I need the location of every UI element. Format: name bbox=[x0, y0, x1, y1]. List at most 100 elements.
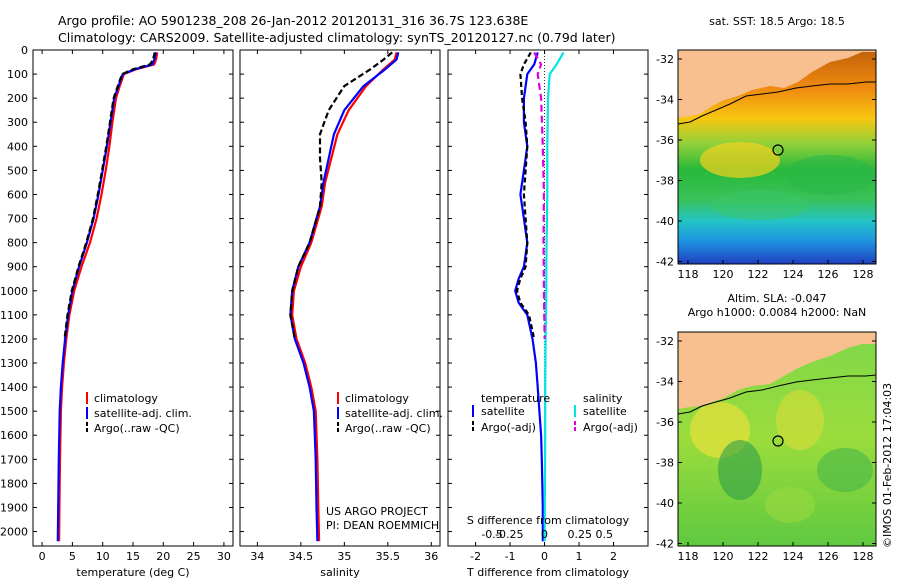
depth-tick-label: 400 bbox=[7, 140, 28, 153]
legend-heading-salinity: salinity bbox=[583, 392, 623, 405]
difference-xlabel-top: S difference from climatology bbox=[467, 514, 630, 527]
series-line-argo-raw-qc- bbox=[289, 51, 393, 340]
x-tick-label: 15 bbox=[126, 550, 140, 563]
map-y-tick-label: -36 bbox=[656, 134, 674, 147]
x-tick-label: 2 bbox=[610, 550, 617, 563]
difference-panel bbox=[447, 49, 649, 547]
x-tick-label-top: 0.5 bbox=[595, 528, 613, 541]
map-y-tick-label: -36 bbox=[656, 416, 674, 429]
series-line-climatology bbox=[291, 52, 398, 542]
imos-watermark: ©IMOS 01-Feb-2012 17:04:03 bbox=[881, 383, 894, 548]
map-x-tick-label: 122 bbox=[748, 268, 769, 281]
salinity-legend: climatology satellite-adj. clim. Argo(..… bbox=[337, 392, 443, 435]
land-mass bbox=[678, 50, 876, 118]
map-x-tick-label: 128 bbox=[853, 268, 874, 281]
depth-tick-label: 1700 bbox=[0, 453, 28, 466]
difference-x-ticks: -2 -1 0 1 2 bbox=[470, 50, 617, 563]
depth-tick-label: 800 bbox=[7, 237, 28, 250]
sla-map-ticks: -32 -34 -36 -38 -40 -42 118 120 122 124 126 128 bbox=[656, 335, 876, 563]
depth-tick-label: 1800 bbox=[0, 477, 28, 490]
map-y-tick-label: -32 bbox=[656, 53, 674, 66]
depth-axis: 0 100 200 300 400 500 600 700 800 900 1000 1100 1200… bbox=[0, 44, 648, 539]
x-tick-label-top: 0.25 bbox=[568, 528, 593, 541]
title-line-2: Climatology: CARS2009. Satellite-adjuste… bbox=[58, 30, 615, 45]
salinity-panel bbox=[239, 49, 441, 547]
map-y-tick-label: -42 bbox=[656, 256, 674, 269]
map-x-tick-label: 122 bbox=[748, 550, 769, 563]
map-x-tick-label: 118 bbox=[678, 268, 699, 281]
difference-xlabel: T difference from climatology bbox=[466, 566, 629, 579]
series-line-climatology bbox=[58, 52, 159, 542]
legend-label: satellite-adj. clim. bbox=[94, 407, 192, 420]
sst-map bbox=[678, 50, 876, 264]
x-tick-label: 1 bbox=[576, 550, 583, 563]
depth-tick-label: 0 bbox=[21, 44, 28, 57]
x-tick-label: 35 bbox=[337, 550, 351, 563]
x-tick-label-top: -0.25 bbox=[495, 528, 523, 541]
depth-tick-label: 500 bbox=[7, 164, 28, 177]
map-y-tick-label: -34 bbox=[656, 94, 674, 107]
legend-label: Argo(-adj) bbox=[481, 421, 536, 434]
sla-map-frame bbox=[677, 331, 877, 547]
x-tick-label: 10 bbox=[96, 550, 110, 563]
legend-label: satellite-adj. clim. bbox=[345, 407, 443, 420]
legend-heading-temperature: temperature bbox=[481, 392, 550, 405]
x-tick-label: 36 bbox=[424, 550, 438, 563]
depth-tick-label: 1300 bbox=[0, 357, 28, 370]
x-tick-label: 34 bbox=[250, 550, 264, 563]
legend-label: satellite bbox=[481, 405, 525, 418]
depth-tick-label: 200 bbox=[7, 92, 28, 105]
map-x-tick-label: 124 bbox=[783, 550, 804, 563]
sla-patch bbox=[817, 448, 873, 492]
sla-patch bbox=[718, 440, 762, 500]
x-tick-label-top: -0.5 bbox=[481, 528, 502, 541]
depth-tick-label: 100 bbox=[7, 68, 28, 81]
sst-map-frame bbox=[677, 49, 877, 265]
series-line-satellite-adj-clim- bbox=[289, 52, 400, 542]
map-x-tick-label: 120 bbox=[713, 268, 734, 281]
depth-contour bbox=[678, 81, 876, 125]
depth-tick-label: 900 bbox=[7, 261, 28, 274]
sst-patch bbox=[785, 155, 875, 195]
temperature-x-ticks: 0 5 10 15 20 25 30 bbox=[39, 50, 231, 563]
float-location-marker bbox=[772, 435, 784, 447]
x-tick-label-top: 0 bbox=[541, 528, 548, 541]
temperature-panel bbox=[32, 49, 234, 547]
map-y-tick-label: -38 bbox=[656, 175, 674, 188]
map-x-tick-label: 126 bbox=[818, 550, 839, 563]
map-y-tick-label: -40 bbox=[656, 497, 674, 510]
title-line-1: Argo profile: AO 5901238_208 26-Jan-2012… bbox=[58, 13, 528, 28]
x-tick-label: 20 bbox=[156, 550, 170, 563]
depth-tick-label: 1100 bbox=[0, 309, 28, 322]
salinity-x-ticks: 34 34.5 35 35.5 36 bbox=[250, 50, 438, 563]
depth-tick-label: 1900 bbox=[0, 501, 28, 514]
map-y-tick-label: -34 bbox=[656, 376, 674, 389]
legend-label: climatology bbox=[94, 392, 158, 405]
legend-label: climatology bbox=[345, 392, 409, 405]
legend-label: Argo(..raw -QC) bbox=[94, 422, 180, 435]
map-x-tick-label: 124 bbox=[783, 268, 804, 281]
depth-tick-label: 700 bbox=[7, 213, 28, 226]
map-x-tick-label: 118 bbox=[678, 550, 699, 563]
x-tick-label: 35.5 bbox=[376, 550, 401, 563]
map-y-tick-label: -40 bbox=[656, 215, 674, 228]
temperature-xlabel: temperature (deg C) bbox=[76, 566, 189, 579]
sla-map-title-1: Altim. SLA: -0.047 bbox=[727, 292, 826, 305]
plot-layer bbox=[56, 50, 565, 546]
x-tick-label: -2 bbox=[470, 550, 481, 563]
sst-map-title: sat. SST: 18.5 Argo: 18.5 bbox=[709, 15, 845, 28]
series-line-argo-raw-qc- bbox=[63, 52, 156, 340]
depth-contour bbox=[678, 374, 876, 415]
difference-legend: temperature satellite Argo(-adj) salinit… bbox=[472, 392, 638, 434]
map-y-tick-label: -38 bbox=[656, 457, 674, 470]
map-x-tick-label: 128 bbox=[853, 550, 874, 563]
depth-tick-label: 600 bbox=[7, 188, 28, 201]
x-tick-label: 0 bbox=[39, 550, 46, 563]
series-line-salinity-satellite bbox=[543, 51, 565, 542]
sst-patch bbox=[710, 190, 810, 220]
map-x-tick-label: 126 bbox=[818, 268, 839, 281]
legend-label: Argo(..raw -QC) bbox=[345, 422, 431, 435]
sst-map-ticks: -32 -34 -36 -38 -40 -42 118 120 122 124 126 128 bbox=[656, 53, 876, 281]
depth-tick-label: 1000 bbox=[0, 285, 28, 298]
